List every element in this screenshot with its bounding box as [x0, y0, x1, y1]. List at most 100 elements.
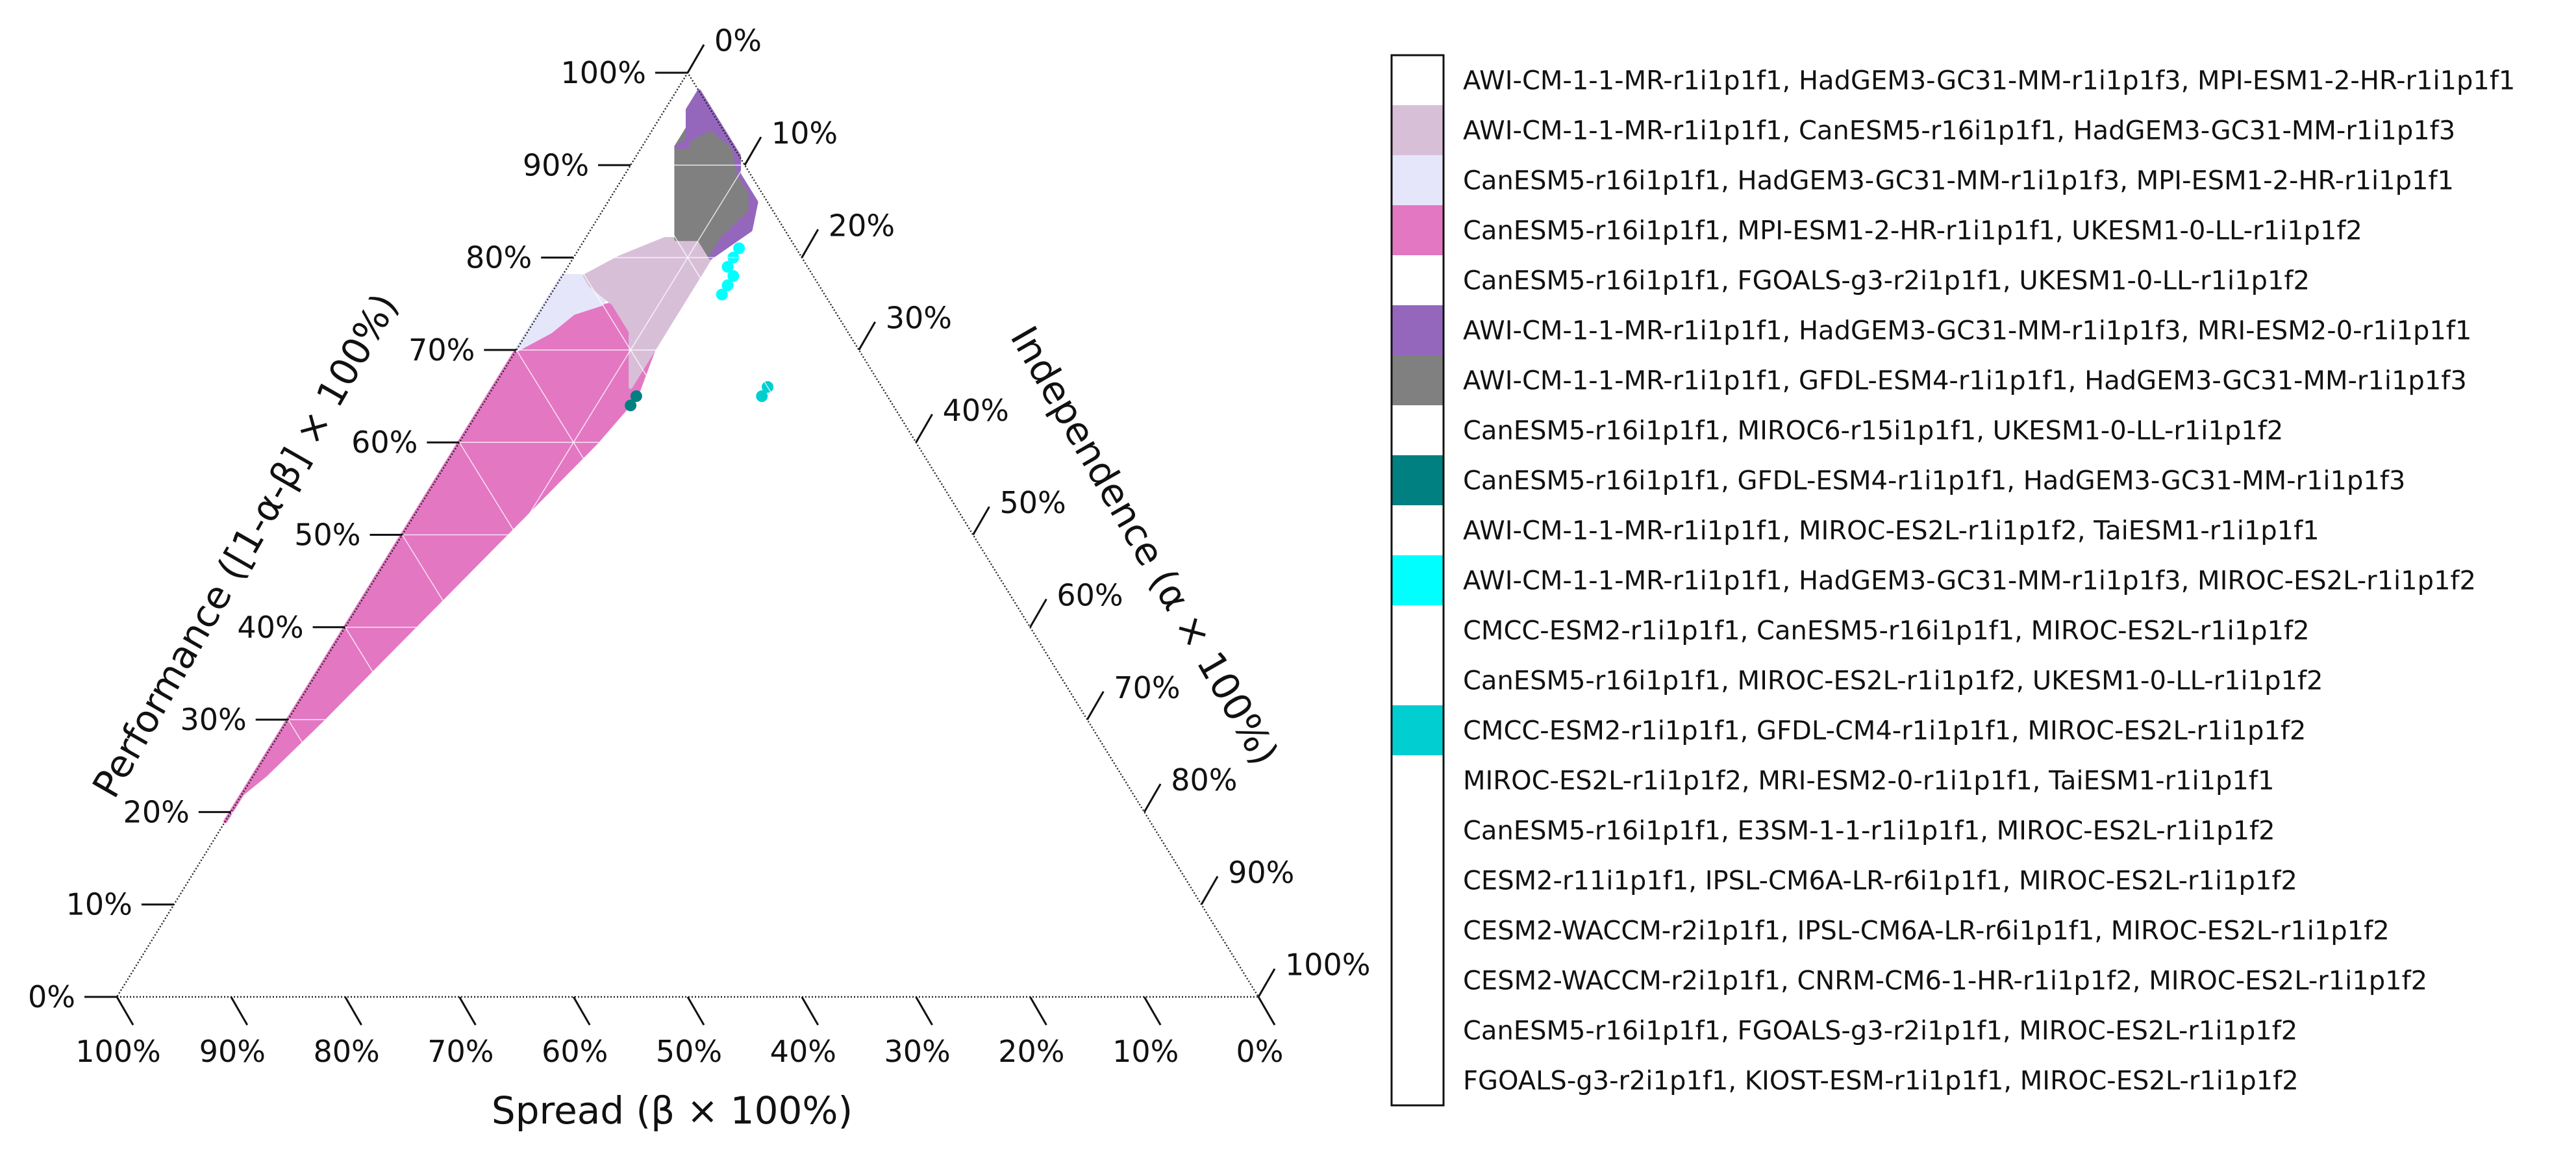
legend-label-10: AWI-CM-1-1-MR-r1i1p1f1, HadGEM3-GC31-MM-… — [1463, 566, 2476, 596]
legend-swatch-10 — [1392, 555, 1443, 605]
legend-swatch-7 — [1392, 405, 1443, 455]
legend: AWI-CM-1-1-MR-r1i1p1f1, HadGEM3-GC31-MM-… — [1390, 54, 2515, 1107]
right-tick-label-5: 50% — [1000, 485, 1066, 520]
right-tick-3 — [858, 321, 876, 351]
bottom-tick-8 — [1029, 996, 1047, 1026]
right-tick-2 — [801, 229, 819, 258]
legend-label-14: MIROC-ES2L-r1i1p1f2, MRI-ESM2-0-r1i1p1f1… — [1463, 766, 2274, 796]
left-tick-label-7: 70% — [408, 333, 475, 368]
legend-swatch-12 — [1392, 655, 1443, 705]
bottom-tick-label-7: 30% — [884, 1034, 950, 1069]
bottom-tick-6 — [801, 996, 819, 1026]
legend-label-0: AWI-CM-1-1-MR-r1i1p1f1, HadGEM3-GC31-MM-… — [1463, 66, 2515, 96]
right-tick-6 — [1029, 598, 1047, 628]
right-tick-label-3: 30% — [886, 301, 952, 336]
legend-swatch-13 — [1392, 705, 1443, 755]
region-5-point-1 — [630, 390, 642, 403]
left-tick-label-3: 30% — [180, 702, 246, 737]
left-tick-label-8: 80% — [466, 240, 532, 275]
right-tick-label-0: 0% — [714, 23, 762, 58]
right-tick-label-10: 100% — [1285, 948, 1371, 983]
legend-swatch-5 — [1392, 305, 1443, 355]
region-6-point-2 — [727, 270, 740, 283]
legend-swatch-19 — [1392, 1005, 1443, 1055]
grid-indep-50 — [687, 534, 974, 998]
right-tick-label-6: 60% — [1057, 578, 1123, 613]
region-0 — [223, 301, 656, 823]
legend-label-17: CESM2-WACCM-r2i1p1f1, IPSL-CM6A-LR-r6i1p… — [1463, 916, 2390, 946]
grid-indep-70 — [915, 719, 1088, 998]
legend-label-6: AWI-CM-1-1-MR-r1i1p1f1, GFDL-ESM4-r1i1p1… — [1463, 366, 2467, 396]
left-tick-label-4: 40% — [237, 610, 303, 645]
region-6-point-0 — [716, 288, 728, 301]
right-tick-label-7: 70% — [1114, 670, 1180, 705]
bottom-tick-9 — [1143, 996, 1162, 1026]
grid-indep-10 — [231, 164, 745, 998]
bottom-tick-label-6: 40% — [770, 1034, 836, 1069]
legend-swatch-14 — [1392, 755, 1443, 805]
legend-label-18: CESM2-WACCM-r2i1p1f1, CNRM-CM6-1-HR-r1i1… — [1463, 966, 2427, 996]
right-tick-label-4: 40% — [943, 393, 1009, 428]
bottom-tick-label-8: 20% — [998, 1034, 1064, 1069]
region-7-point-0 — [756, 390, 768, 403]
grid-indep-30 — [458, 349, 860, 998]
hexbin-regions — [223, 89, 774, 823]
bottom-tick-3 — [458, 996, 477, 1026]
legend-label-4: CanESM5-r16i1p1f1, FGOALS-g3-r2i1p1f1, U… — [1463, 266, 2310, 296]
right-tick-label-2: 20% — [829, 208, 895, 243]
legend-swatch-8 — [1392, 455, 1443, 505]
legend-swatch-17 — [1392, 905, 1443, 955]
bottom-tick-0 — [116, 996, 134, 1026]
right-tick-9 — [1200, 875, 1219, 905]
left-tick-label-9: 90% — [523, 147, 589, 182]
bottom-tick-label-9: 10% — [1112, 1034, 1179, 1069]
right-tick-label-9: 90% — [1228, 855, 1294, 890]
grid-spread-60 — [344, 627, 574, 998]
legend-swatch-9 — [1392, 505, 1443, 555]
bottom-tick-4 — [572, 996, 591, 1026]
legend-label-15: CanESM5-r16i1p1f1, E3SM-1-1-r1i1p1f1, MI… — [1463, 816, 2275, 846]
bottom-tick-label-0: 100% — [75, 1034, 161, 1069]
right-tick-7 — [1086, 691, 1105, 720]
grid-spread-10 — [630, 164, 1145, 998]
bottom-tick-2 — [344, 996, 362, 1026]
axis-labels: Spread (β × 100%) Performance ([1-α-β] ×… — [84, 286, 1287, 1133]
legend-swatch-1 — [1392, 105, 1443, 155]
left-tick-label-5: 50% — [294, 518, 360, 553]
legend-label-20: FGOALS-g3-r2i1p1f1, KIOST-ESM-r1i1p1f1, … — [1463, 1066, 2299, 1096]
bottom-tick-label-3: 70% — [427, 1034, 494, 1069]
legend-label-1: AWI-CM-1-1-MR-r1i1p1f1, CanESM5-r16i1p1f… — [1463, 116, 2455, 146]
legend-swatch-15 — [1392, 805, 1443, 855]
grid-spread-80 — [231, 811, 346, 998]
legend-swatch-6 — [1392, 355, 1443, 405]
grid-spread-50 — [401, 534, 688, 998]
legend-label-13: CMCC-ESM2-r1i1p1f1, GFDL-CM4-r1i1p1f1, M… — [1463, 716, 2306, 746]
legend-border — [1390, 54, 1445, 1107]
right-tick-8 — [1143, 783, 1162, 813]
left-tick-label-1: 10% — [66, 887, 132, 922]
legend-swatch-2 — [1392, 155, 1443, 205]
bottom-tick-7 — [915, 996, 933, 1026]
bottom-axis-label: Spread (β × 100%) — [492, 1088, 853, 1133]
legend-label-12: CanESM5-r16i1p1f1, MIROC-ES2L-r1i1p1f2, … — [1463, 666, 2323, 696]
right-tick-0 — [686, 44, 705, 73]
bottom-tick-10 — [1257, 996, 1276, 1026]
right-tick-4 — [915, 414, 933, 443]
legend-label-8: CanESM5-r16i1p1f1, GFDL-ESM4-r1i1p1f1, H… — [1463, 466, 2405, 496]
legend-swatch-18 — [1392, 955, 1443, 1005]
legend-swatch-4 — [1392, 255, 1443, 305]
region-6-point-5 — [733, 242, 745, 255]
grid-indep-90 — [1144, 904, 1202, 998]
internal-grid — [173, 164, 1202, 998]
region-5-point-0 — [625, 399, 637, 412]
bottom-tick-5 — [686, 996, 705, 1026]
bottom-tick-label-5: 50% — [656, 1034, 722, 1069]
legend-label-5: AWI-CM-1-1-MR-r1i1p1f1, HadGEM3-GC31-MM-… — [1463, 316, 2471, 346]
legend-label-7: CanESM5-r16i1p1f1, MIROC6-r15i1p1f1, UKE… — [1463, 416, 2283, 446]
legend-label-11: CMCC-ESM2-r1i1p1f1, CanESM5-r16i1p1f1, M… — [1463, 616, 2310, 646]
legend-label-16: CESM2-r11i1p1f1, IPSL-CM6A-LR-r6i1p1f1, … — [1463, 866, 2297, 896]
bottom-tick-1 — [230, 996, 249, 1026]
grid-spread-30 — [516, 349, 917, 998]
